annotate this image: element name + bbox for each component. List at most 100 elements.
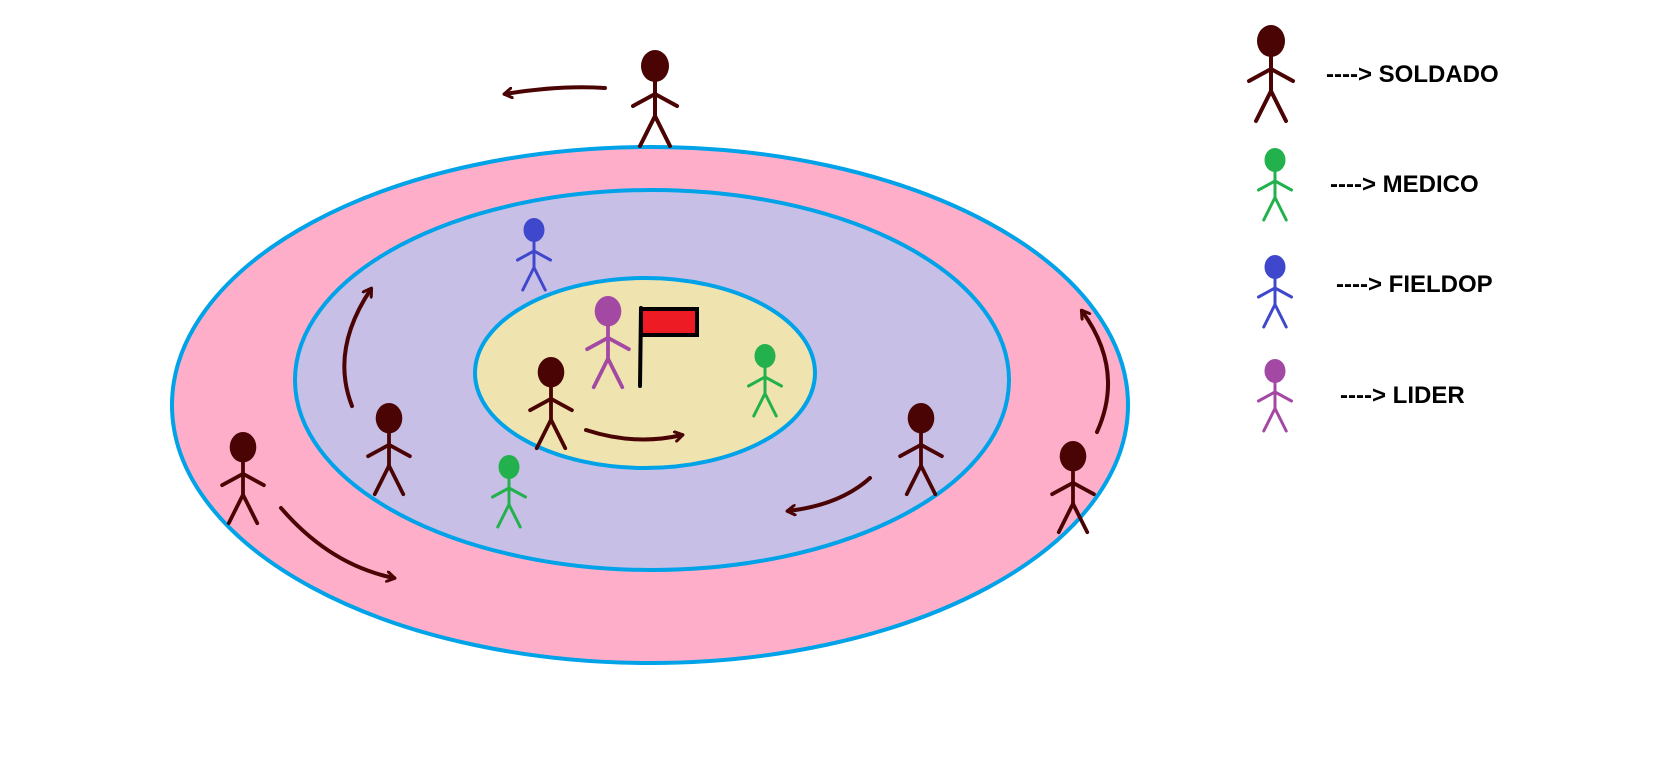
figure-head <box>229 432 257 463</box>
flag <box>638 306 699 388</box>
inner-zone <box>473 276 817 470</box>
figure-soldado-9 <box>220 432 266 526</box>
figure-right-arm <box>919 442 944 459</box>
figure-right-arm <box>1273 179 1293 192</box>
figure-head <box>498 455 520 479</box>
figure-head <box>375 403 403 434</box>
figure-head <box>1257 25 1285 57</box>
figure-head <box>1264 255 1286 279</box>
arrow-middle-left-up <box>342 289 371 408</box>
legend-label-medico: ----> MEDICO <box>1330 171 1479 198</box>
figure-right-leg <box>919 463 938 497</box>
figure-left-arm <box>491 486 511 499</box>
figure-medico-5 <box>747 344 783 418</box>
figure-right-arm <box>241 471 266 488</box>
figure-left-leg <box>904 463 923 497</box>
figure-left-leg <box>521 266 536 292</box>
figure-head <box>523 218 545 242</box>
figure-right-arm <box>1269 67 1295 83</box>
figure-right-leg <box>1269 89 1288 123</box>
figure-soldado-8 <box>898 403 944 497</box>
movement-arrows <box>279 85 1111 578</box>
figure-right-leg <box>549 417 568 451</box>
legend-label-fieldop: ----> FIELDOP <box>1336 271 1493 298</box>
figure-fieldop-2 <box>516 218 552 292</box>
figure-right-arm <box>1071 480 1096 497</box>
figure-right-arm <box>549 396 574 413</box>
figure-left-arm <box>1257 179 1277 192</box>
figure-left-arm <box>1257 286 1277 299</box>
figure-left-arm <box>631 92 657 108</box>
legend-item-fieldop: ----> FIELDOP <box>1257 255 1493 329</box>
figure-left-arm <box>1247 67 1273 83</box>
legend-label-soldado: ----> SOLDADO <box>1326 61 1499 88</box>
figure-soldado-10 <box>1050 441 1096 535</box>
figure-right-arm <box>1273 390 1293 403</box>
legend-item-soldado: ----> SOLDADO <box>1247 25 1499 123</box>
flag-banner <box>639 307 699 337</box>
arrow-middle-right-left <box>788 476 872 511</box>
figure-right-leg <box>1273 407 1288 433</box>
legend-item-lider: ----> LIDER <box>1257 359 1465 433</box>
figure-left-leg <box>534 417 553 451</box>
figure-right-leg <box>1273 303 1288 329</box>
figure-left-leg <box>496 503 511 529</box>
figure-left-arm <box>1257 390 1277 403</box>
figure-right-leg <box>763 392 778 418</box>
figure-soldado-4 <box>528 357 574 451</box>
figure-left-arm <box>1050 480 1075 497</box>
figure-head <box>537 357 565 388</box>
legend-lider-icon <box>1257 359 1293 433</box>
figure-right-arm <box>1273 286 1293 299</box>
figure-head <box>1059 441 1087 472</box>
arrow-top-left <box>505 85 607 94</box>
figure-right-arm <box>606 335 631 352</box>
figure-left-leg <box>372 463 391 497</box>
figure-right-leg <box>1273 196 1288 222</box>
legend-label-lider: ----> LIDER <box>1340 382 1465 409</box>
arrow-center-right <box>584 428 682 439</box>
figure-medico-7 <box>491 455 527 529</box>
figure-head <box>641 50 669 82</box>
figure-right-leg <box>653 114 672 148</box>
figure-lider-3 <box>585 296 631 390</box>
arrow-outer-right-up <box>1082 311 1111 434</box>
figure-right-arm <box>507 486 527 499</box>
figure-left-leg <box>638 114 657 148</box>
figures <box>220 50 1096 535</box>
figure-head <box>1264 359 1286 383</box>
figure-right-leg <box>606 356 625 390</box>
figure-left-arm <box>528 396 553 413</box>
figure-right-arm <box>532 249 552 262</box>
figure-left-leg <box>752 392 767 418</box>
figure-left-arm <box>366 442 391 459</box>
legend-item-medico: ----> MEDICO <box>1257 148 1479 222</box>
figure-head <box>594 296 622 327</box>
legend-fieldop-icon <box>1257 255 1293 329</box>
figure-soldado-6 <box>366 403 412 497</box>
figure-left-arm <box>747 375 767 388</box>
figure-right-leg <box>387 463 406 497</box>
arrow-outer-left-down <box>279 506 394 578</box>
figure-soldado-1 <box>631 50 679 148</box>
figure-right-leg <box>241 492 260 526</box>
figure-left-arm <box>516 249 536 262</box>
figure-head <box>754 344 776 368</box>
figure-left-leg <box>1262 196 1277 222</box>
figure-left-leg <box>226 492 245 526</box>
figure-head <box>907 403 935 434</box>
figure-right-leg <box>1071 501 1090 535</box>
legend: ----> SOLDADO ----> MEDICO ----> FIELDOP --… <box>1247 25 1499 433</box>
figure-left-leg <box>1262 303 1277 329</box>
figure-left-leg <box>1056 501 1075 535</box>
figure-left-leg <box>591 356 610 390</box>
figure-left-leg <box>1254 89 1273 123</box>
zones <box>170 145 1130 665</box>
figure-right-leg <box>507 503 522 529</box>
figure-right-leg <box>532 266 547 292</box>
figure-left-arm <box>220 471 245 488</box>
figure-left-arm <box>898 442 923 459</box>
figure-right-arm <box>387 442 412 459</box>
figure-head <box>1264 148 1286 172</box>
